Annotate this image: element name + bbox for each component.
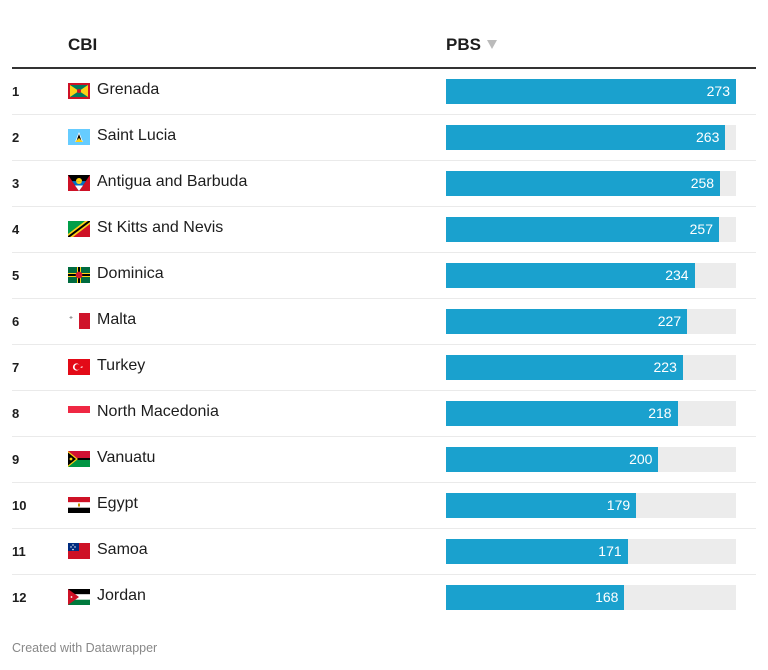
value-label: 168 bbox=[595, 589, 619, 605]
bar-track: 227 bbox=[446, 309, 736, 334]
sort-descending-icon[interactable] bbox=[486, 40, 497, 49]
country-name: Vanuatu bbox=[97, 449, 156, 466]
value-label: 227 bbox=[657, 313, 682, 329]
value-label: 258 bbox=[690, 175, 715, 191]
value-label: 234 bbox=[665, 267, 689, 283]
value-label: 179 bbox=[606, 497, 631, 513]
value-bar: 263 bbox=[446, 125, 726, 150]
country-name: Egypt bbox=[97, 495, 138, 512]
table-row: 3 Antigua and Barbuda 258 bbox=[12, 161, 756, 207]
table-row: 11 Samoa 171 bbox=[12, 529, 756, 575]
samoa-flag-icon bbox=[68, 543, 90, 559]
turkey-flag-icon bbox=[68, 359, 90, 375]
footer-credit: Created with Datawrapper bbox=[12, 641, 158, 655]
bar-track: 179 bbox=[446, 493, 736, 518]
value-bar: 227 bbox=[446, 309, 688, 334]
bar-track: 223 bbox=[446, 355, 736, 380]
rank-label: 6 bbox=[12, 314, 20, 329]
table-row: 7 Turkey 223 bbox=[12, 345, 756, 391]
value-label: 263 bbox=[696, 129, 720, 145]
rank-label: 8 bbox=[12, 406, 20, 421]
north-macedonia-flag-icon bbox=[68, 406, 90, 413]
ranking-table: CBI PBS 1 Grenada 273 2 Saint Lucia 263 3 Antig… bbox=[12, 24, 756, 620]
dominica-flag-icon bbox=[68, 267, 90, 283]
table-row: 5 Dominica 234 bbox=[12, 253, 756, 299]
value-bar: 223 bbox=[446, 355, 683, 380]
bar-track: 234 bbox=[446, 263, 736, 288]
column-header-cbi[interactable]: CBI bbox=[68, 35, 98, 54]
rank-label: 1 bbox=[12, 84, 20, 99]
value-label: 273 bbox=[706, 83, 730, 99]
rank-label: 7 bbox=[12, 360, 20, 375]
value-bar: 234 bbox=[446, 263, 695, 288]
st-kitts-nevis-flag-icon bbox=[68, 221, 90, 237]
value-bar: 257 bbox=[446, 217, 719, 242]
table-row: 2 Saint Lucia 263 bbox=[12, 115, 756, 161]
value-bar: 179 bbox=[446, 493, 637, 518]
table-row: 12 Jordan 168 bbox=[12, 575, 756, 620]
rank-label: 3 bbox=[12, 176, 20, 191]
malta-flag-icon bbox=[68, 313, 90, 329]
bar-track: 257 bbox=[446, 217, 736, 242]
value-label: 218 bbox=[648, 405, 672, 421]
egypt-flag-icon bbox=[68, 497, 90, 513]
bar-track: 273 bbox=[446, 79, 736, 104]
value-label: 257 bbox=[689, 221, 713, 237]
value-bar: 218 bbox=[446, 401, 678, 426]
country-name: Saint Lucia bbox=[97, 127, 177, 144]
jordan-flag-icon bbox=[68, 589, 90, 605]
rank-label: 11 bbox=[12, 544, 26, 559]
country-name: St Kitts and Nevis bbox=[97, 219, 224, 236]
grenada-flag-icon bbox=[68, 83, 90, 99]
bar-track: 200 bbox=[446, 447, 736, 472]
value-bar: 171 bbox=[446, 539, 628, 564]
value-bar: 168 bbox=[446, 585, 625, 610]
value-bar: 258 bbox=[446, 171, 721, 196]
table-row: 9 Vanuatu 200 bbox=[12, 437, 756, 483]
antigua-barbuda-flag-icon bbox=[68, 175, 90, 191]
country-name: Samoa bbox=[97, 541, 148, 558]
table-header: CBI PBS bbox=[12, 24, 756, 69]
table-row: 10 Egypt 179 bbox=[12, 483, 756, 529]
country-name: Antigua and Barbuda bbox=[97, 173, 248, 190]
rank-label: 12 bbox=[12, 590, 27, 605]
value-label: 171 bbox=[598, 543, 622, 559]
value-label: 223 bbox=[653, 359, 677, 375]
rank-label: 2 bbox=[12, 130, 20, 145]
table-body: 1 Grenada 273 2 Saint Lucia 263 3 Antigua and B… bbox=[12, 69, 756, 620]
value-label: 200 bbox=[629, 451, 653, 467]
bar-track: 218 bbox=[446, 401, 736, 426]
bar-track: 168 bbox=[446, 585, 736, 610]
country-name: Grenada bbox=[97, 81, 160, 98]
table-row: 8 North Macedonia 218 bbox=[12, 391, 756, 437]
rank-label: 4 bbox=[12, 222, 20, 237]
vanuatu-flag-icon bbox=[68, 451, 90, 467]
country-name: Malta bbox=[97, 311, 137, 328]
rank-label: 9 bbox=[12, 452, 20, 467]
country-name: Turkey bbox=[97, 357, 146, 374]
saint-lucia-flag-icon bbox=[68, 129, 90, 145]
bar-track: 171 bbox=[446, 539, 736, 564]
table-row: 1 Grenada 273 bbox=[12, 69, 756, 115]
bar-track: 263 bbox=[446, 125, 736, 150]
country-name: Dominica bbox=[97, 265, 164, 282]
country-name: Jordan bbox=[97, 587, 146, 604]
value-bar: 273 bbox=[446, 79, 736, 104]
rank-label: 5 bbox=[12, 268, 20, 283]
bar-track: 258 bbox=[446, 171, 736, 196]
rank-label: 10 bbox=[12, 498, 27, 513]
column-header-pbs-label: PBS bbox=[446, 35, 481, 54]
value-bar: 200 bbox=[446, 447, 659, 472]
table-row: 4 St Kitts and Nevis 257 bbox=[12, 207, 756, 253]
table-row: 6 Malta 227 bbox=[12, 299, 756, 345]
column-header-pbs[interactable]: PBS bbox=[446, 35, 497, 55]
country-name: North Macedonia bbox=[97, 403, 219, 420]
